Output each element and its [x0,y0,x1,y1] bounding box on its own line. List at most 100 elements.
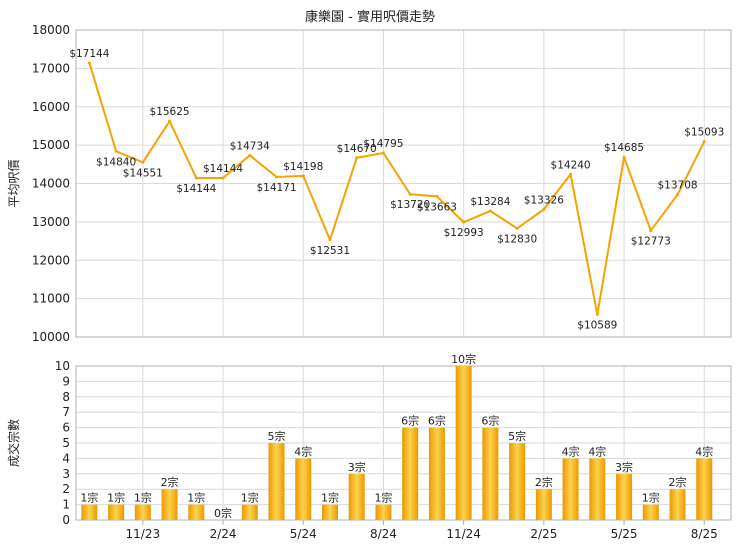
price-data-label: $14144 [203,163,243,175]
price-data-label: $12993 [444,227,484,239]
price-point [355,156,359,160]
volume-data-label: 6宗 [481,414,499,428]
price-point [194,176,198,180]
volume-bar [188,504,205,520]
volume-bar [562,458,579,520]
price-point [702,140,706,144]
x-tick-label: 8/25 [691,527,718,541]
price-data-label: $12531 [310,245,350,257]
volume-data-label: 2宗 [669,475,687,489]
volume-bar [161,489,178,520]
volume-data-label: 5宗 [268,429,286,443]
price-point [569,172,573,176]
price-series-line [88,62,706,316]
x-tick-label: 2/25 [530,527,557,541]
price-data-label: $13326 [524,194,564,206]
volume-data-label: 1宗 [241,491,259,505]
price-point [87,61,91,65]
price-plot-border [75,29,732,338]
volume-y-tick-label: 5 [62,436,70,450]
x-tick-label: 8/24 [370,527,397,541]
volume-data-label: 3宗 [348,460,366,474]
volume-bar [509,443,526,520]
price-point [462,220,466,224]
price-data-label: $14685 [604,142,644,154]
volume-bar [669,489,686,520]
price-data-label: $13663 [417,201,457,213]
price-y-tick-label: 15000 [32,138,70,152]
volume-y-tick-label: 9 [62,374,70,388]
price-data-label: $14198 [283,161,323,173]
price-y-tick-label: 14000 [32,177,70,191]
volume-y-tick-label: 1 [62,498,70,512]
price-data-label: $13284 [470,196,510,208]
price-point [114,149,118,153]
volume-data-label: 1宗 [107,491,125,505]
price-y-tick-label: 17000 [32,61,70,75]
price-point [676,193,680,197]
price-point [381,151,385,155]
x-tick-label: 11/23 [126,527,161,541]
volume-bar [321,504,338,520]
volume-bar [696,458,713,520]
volume-data-label: 0宗 [214,506,232,520]
price-data-label: $13720 [390,199,430,211]
price-point [649,229,653,233]
price-y-axis-title: 平均呎價 [7,159,21,207]
volume-y-tick-label: 8 [62,390,70,404]
price-y-tick-label: 12000 [32,253,70,267]
x-tick-label: 5/24 [290,527,317,541]
transaction-bar-chart: 01 23 456 78 910 成交宗數 1宗 1宗 1宗 2宗 1宗 0宗 1宗 5宗 4宗 1宗 3宗 1宗… [6,352,732,541]
price-data-label: $12773 [631,236,671,248]
price-data-label: $10589 [577,319,617,331]
volume-bar [295,458,312,520]
volume-data-label: 1宗 [374,491,392,505]
volume-bar [535,489,552,520]
volume-bar [134,504,151,520]
price-point [488,209,492,213]
volume-data-label: 4宗 [695,444,713,458]
price-y-tick-label: 16000 [32,100,70,114]
x-tick-label: 2/24 [210,527,237,541]
price-data-label: $14171 [256,182,296,194]
price-point [221,176,225,180]
price-data-label: $15093 [684,127,724,139]
volume-bar [616,473,633,520]
price-point [595,312,599,316]
volume-data-label: 1宗 [187,491,205,505]
volume-y-tick-label: 2 [62,482,70,496]
price-data-label: $13708 [657,180,697,192]
volume-bar [455,366,472,520]
volume-data-label: 10宗 [451,352,476,366]
price-point [435,194,439,198]
price-point [515,226,519,230]
volume-y-tick-label: 4 [62,451,70,465]
price-data-label: $14144 [176,183,216,195]
volume-data-label: 4宗 [562,444,580,458]
volume-data-label: 2宗 [161,475,179,489]
volume-bar [482,427,499,520]
price-data-label: $15625 [150,106,190,118]
volume-data-label: 1宗 [134,491,152,505]
volume-y-tick-label: 6 [62,421,70,435]
price-line-chart: 10000 11000 12000 13000 14000 15000 16000 17000… [7,23,732,344]
volume-bar [108,504,125,520]
price-data-label: $14551 [123,167,163,179]
price-data-label: $14734 [230,140,270,152]
price-data-label: $14840 [96,156,136,168]
price-point [301,174,305,178]
volume-y-tick-label: 3 [62,467,70,481]
volume-bar [402,427,419,520]
volume-data-label: 2宗 [535,475,553,489]
volume-data-label: 4宗 [294,444,312,458]
price-point [168,119,172,123]
price-point [408,192,412,196]
volume-data-label: 1宗 [321,491,339,505]
volume-data-label: 4宗 [588,444,606,458]
price-y-tick-label: 18000 [32,23,70,37]
volume-bar [375,504,392,520]
volume-bar [348,473,365,520]
x-tick-label: 5/25 [611,527,638,541]
